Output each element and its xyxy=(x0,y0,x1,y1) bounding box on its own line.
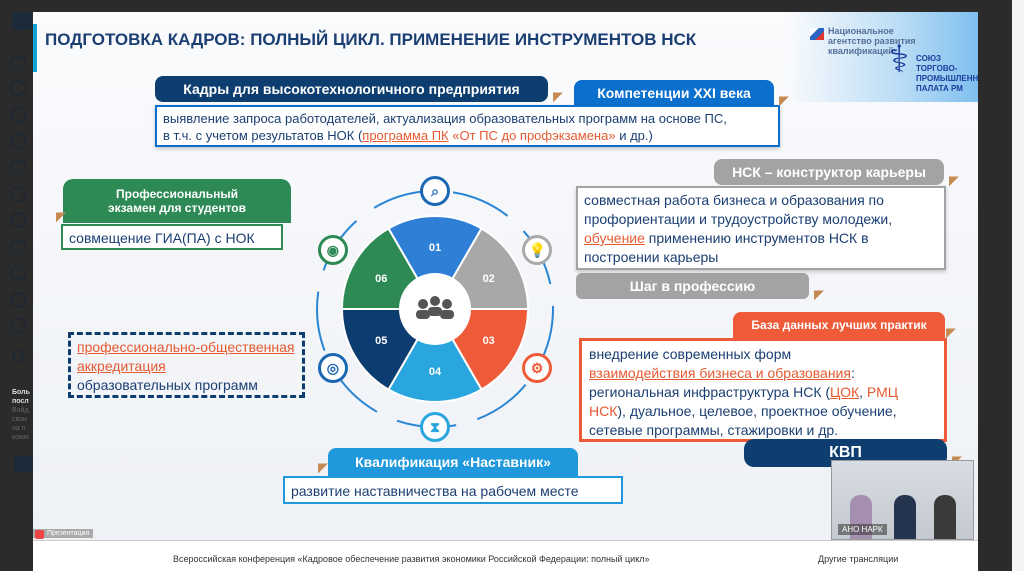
text: применению инструментов НСК в построении… xyxy=(584,230,869,265)
speaker-video[interactable]: АНО НАРК xyxy=(831,460,974,540)
text: ), дуальное, целевое, проектное обучение… xyxy=(589,403,897,438)
basketball-icon[interactable] xyxy=(10,186,26,202)
presentation-slide: ПОДГОТОВКА КАДРОВ: ПОЛНЫЙ ЦИКЛ. ПРИМЕНЕН… xyxy=(33,12,978,540)
link-accreditation[interactable]: профессионально-общественная аккредитаци… xyxy=(77,339,295,374)
cursor-icon xyxy=(313,458,328,474)
segment-label: 05 xyxy=(375,335,387,347)
person xyxy=(934,495,956,539)
people-icon xyxy=(440,310,454,319)
segment-label: 02 xyxy=(483,273,495,285)
target-icon: ◎ xyxy=(317,353,348,383)
like-icon[interactable] xyxy=(10,55,26,71)
text: внедрение современных форм xyxy=(589,346,792,362)
tpp-logo-text: СОЮЗ ТОРГОВО-ПРОМЫШЛЕННАЯ ПАЛАТА РМ xyxy=(916,54,978,93)
segment-label: 03 xyxy=(483,335,495,347)
people-icon xyxy=(428,307,442,316)
segment-label: 04 xyxy=(429,366,442,378)
link-obuchenie[interactable]: обучение xyxy=(584,230,645,246)
box-kadry: выявление запроса работодателей, актуали… xyxy=(155,105,780,147)
rss-icon[interactable] xyxy=(10,318,26,334)
lightning-icon[interactable] xyxy=(10,80,26,96)
animal-icon[interactable] xyxy=(10,107,26,123)
text: : xyxy=(850,365,855,381)
target-icon[interactable] xyxy=(10,159,26,175)
info-icon[interactable] xyxy=(12,350,24,362)
text: образовательных программ xyxy=(77,377,258,393)
box-nsk: совместная работа бизнеса и образования … xyxy=(576,186,946,270)
text: совместная работа бизнеса и образования … xyxy=(584,192,893,227)
gears-icon: ⚙ xyxy=(522,353,553,383)
left-panel-text: Войд свои на п комм xyxy=(12,407,29,441)
sidebar-home-button[interactable] xyxy=(12,12,32,30)
conference-title: Всероссийская конференция «Кадровое обес… xyxy=(173,554,650,564)
nark-logo-icon xyxy=(810,28,824,40)
gamepad-icon[interactable] xyxy=(10,212,26,228)
link-cok[interactable]: ЦОК xyxy=(830,384,860,400)
box-nastavnik: развитие наставничества на рабочем месте xyxy=(283,476,623,504)
scrollbar[interactable] xyxy=(1012,0,1024,571)
hand-icon[interactable] xyxy=(10,133,26,149)
box-baza: внедрение современных форм взаимодействи… xyxy=(579,338,947,442)
logos: Национальное агентство развития квалифик… xyxy=(788,12,978,102)
video-label: АНО НАРК xyxy=(838,524,887,535)
cycle-wheel: 01 02 03 04 05 06 xyxy=(316,190,554,428)
text-rmc: РМЦ НСК xyxy=(589,384,899,419)
text: «От ПС до профэкзамена» xyxy=(448,128,616,143)
cursor-icon xyxy=(548,87,563,103)
other-streams-link[interactable]: Другие трансляции xyxy=(818,554,899,564)
bottom-bar: Всероссийская конференция «Кадровое обес… xyxy=(33,540,978,571)
tab-exam: Профессиональный экзамен для студентов xyxy=(63,179,291,223)
slide-accent xyxy=(33,24,37,72)
goal-icon: ◉ xyxy=(317,235,348,265)
wheel-segment-01 xyxy=(387,215,483,312)
lightbulb-icon: 💡 xyxy=(522,235,553,265)
tpp-logo-icon: ⚕ xyxy=(888,39,910,81)
film-icon[interactable] xyxy=(10,239,26,255)
tab-kompetencii: Компетенции XXI века xyxy=(574,80,774,106)
slide-title: ПОДГОТОВКА КАДРОВ: ПОЛНЫЙ ЦИКЛ. ПРИМЕНЕН… xyxy=(45,30,697,49)
segment-label: 06 xyxy=(375,273,387,285)
box-exam: совмещение ГИА(ПА) с НОК xyxy=(61,224,283,250)
box-accreditation: профессионально-общественная аккредитаци… xyxy=(68,332,305,398)
link-vzaimodeistvie[interactable]: взаимодействия бизнеса и образования xyxy=(589,365,851,381)
people-icon xyxy=(418,299,428,309)
hourglass-icon: ⧗ xyxy=(420,412,450,442)
tab-nsk: НСК – конструктор карьеры xyxy=(714,159,944,185)
people-icon xyxy=(442,299,452,309)
tv-icon[interactable] xyxy=(10,292,26,308)
nark-logo-text: Национальное агентство развития квалифик… xyxy=(828,26,916,56)
segment-label: 01 xyxy=(429,242,441,254)
person xyxy=(894,495,916,539)
left-panel-title: Боль посл xyxy=(12,389,30,405)
text: и др.) xyxy=(615,128,653,143)
tab-baza: База данных лучших практик xyxy=(733,312,945,338)
tab-nastavnik: Квалификация «Наставник» xyxy=(328,448,578,476)
wheel-segment-04 xyxy=(387,307,483,403)
text: в т.ч. с учетом результатов НОК ( xyxy=(163,128,363,143)
text: , xyxy=(859,384,867,400)
presentation-badge[interactable]: Презентация xyxy=(33,529,94,539)
sidebar: Боль посл Войд свои на п комм xyxy=(0,0,33,571)
left-panel: Боль посл Войд свои на п комм xyxy=(12,388,33,442)
text: выявление запроса работодателей, актуали… xyxy=(163,111,727,126)
tab-kadry: Кадры для высокотехнологичного предприят… xyxy=(155,76,548,102)
people-icon xyxy=(430,296,440,306)
people-icon xyxy=(416,310,430,319)
video-icon[interactable] xyxy=(10,265,26,281)
text: региональная инфраструктура НСК ( xyxy=(589,384,831,400)
link-programma[interactable]: программа ПК xyxy=(362,128,449,143)
tab-shag: Шаг в профессию xyxy=(576,273,809,299)
right-panel xyxy=(978,0,1012,571)
cursor-icon xyxy=(809,285,824,301)
left-panel-button[interactable] xyxy=(14,456,33,472)
search-icon: ⌕ xyxy=(420,176,450,206)
cursor-icon xyxy=(944,171,959,187)
